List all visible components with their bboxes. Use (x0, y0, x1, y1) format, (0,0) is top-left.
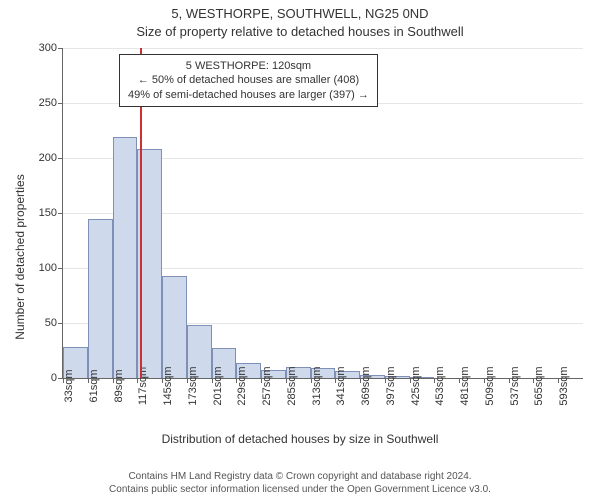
plot-area: 05010015020025030033sqm61sqm89sqm117sqm1… (62, 48, 583, 379)
x-tick-label: 481sqm (459, 366, 471, 405)
x-tick-label: 565sqm (533, 366, 545, 405)
x-tick-label: 285sqm (286, 366, 298, 405)
y-axis-label: Number of detached properties (13, 157, 27, 357)
footer-line-1: Contains HM Land Registry data © Crown c… (0, 470, 600, 483)
y-tick-label: 50 (45, 317, 63, 329)
x-tick-label: 593sqm (558, 366, 570, 405)
chart-subtitle: Size of property relative to detached ho… (0, 24, 600, 39)
x-tick-label: 341sqm (335, 366, 347, 405)
y-tick-label: 100 (39, 262, 63, 274)
x-tick-label: 537sqm (509, 366, 521, 405)
y-tick-label: 300 (39, 42, 63, 54)
x-tick-label: 369sqm (360, 366, 372, 405)
x-tick-label: 509sqm (484, 366, 496, 405)
x-tick-label: 453sqm (434, 366, 446, 405)
histogram-bar (88, 219, 113, 379)
y-tick-label: 0 (51, 372, 63, 384)
y-tick-label: 200 (39, 152, 63, 164)
x-tick-label: 201sqm (212, 366, 224, 405)
x-tick-label: 425sqm (410, 366, 422, 405)
x-tick-label: 257sqm (261, 366, 273, 405)
x-tick-label: 145sqm (162, 366, 174, 405)
callout-box: 5 WESTHORPE: 120sqm← 50% of detached hou… (119, 54, 378, 107)
x-tick-label: 33sqm (63, 369, 75, 402)
y-tick-label: 250 (39, 97, 63, 109)
chart-footer: Contains HM Land Registry data © Crown c… (0, 470, 600, 496)
callout-line-3: 49% of semi-detached houses are larger (… (128, 88, 369, 102)
footer-line-2: Contains public sector information licen… (0, 483, 600, 496)
x-axis-label: Distribution of detached houses by size … (0, 432, 600, 446)
histogram-bar (113, 137, 138, 378)
x-tick-label: 89sqm (113, 369, 125, 402)
chart-title: 5, WESTHORPE, SOUTHWELL, NG25 0ND (0, 6, 600, 21)
x-tick-label: 173sqm (187, 366, 199, 405)
callout-line-2: ← 50% of detached houses are smaller (40… (128, 73, 369, 87)
x-tick-label: 229sqm (236, 366, 248, 405)
x-tick-label: 61sqm (88, 369, 100, 402)
callout-line-1: 5 WESTHORPE: 120sqm (128, 59, 369, 73)
x-tick-label: 397sqm (385, 366, 397, 405)
chart-container: 5, WESTHORPE, SOUTHWELL, NG25 0ND Size o… (0, 0, 600, 500)
histogram-bar (162, 276, 187, 378)
x-tick-label: 313sqm (311, 366, 323, 405)
y-tick-label: 150 (39, 207, 63, 219)
